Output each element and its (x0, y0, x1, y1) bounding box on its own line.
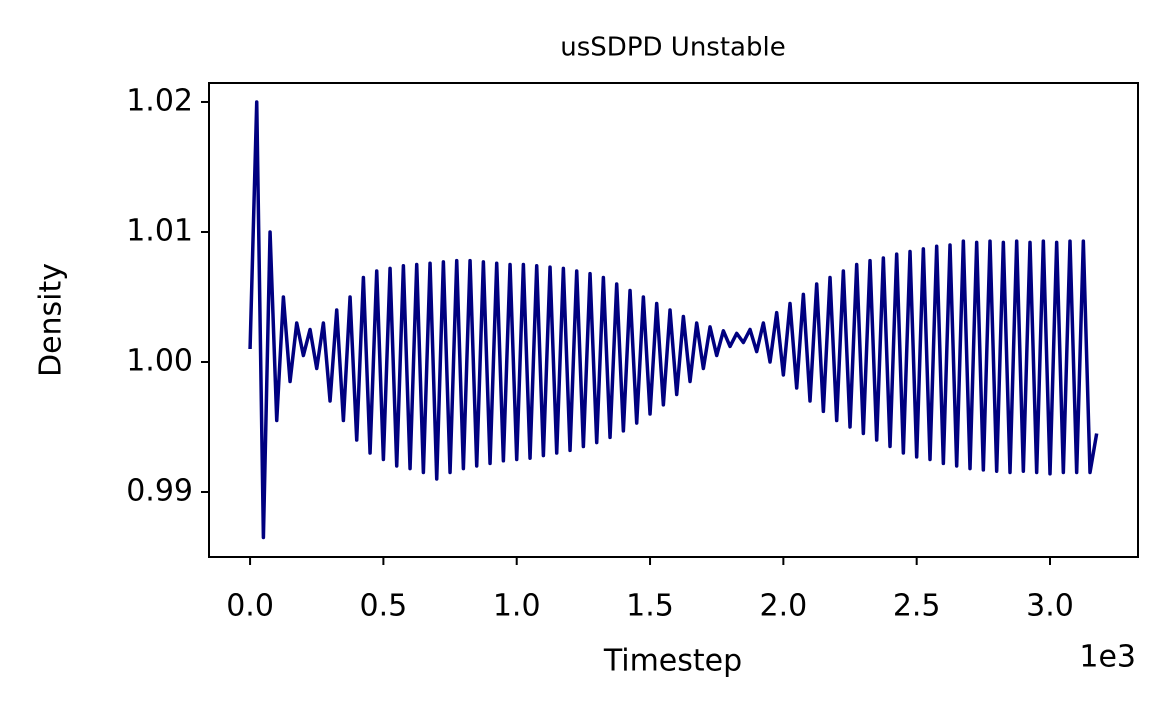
y-tick-label: 1.00 (126, 343, 193, 378)
x-tick-label: 1.0 (493, 589, 541, 624)
x-tick-label: 2.0 (759, 589, 807, 624)
x-tick-label: 3.0 (1026, 589, 1074, 624)
x-offset-label: 1e3 (1079, 640, 1136, 675)
x-axis-label: Timestep (603, 644, 742, 679)
data-line (248, 100, 1099, 540)
x-tick-label: 1.5 (626, 589, 674, 624)
y-axis-label: Density (34, 263, 69, 377)
y-tick-label: 0.99 (126, 473, 193, 508)
x-tick-label: 2.5 (893, 589, 941, 624)
chart-title: usSDPD Unstable (560, 33, 785, 63)
y-tick-label: 1.02 (126, 83, 193, 118)
x-tick-label: 0.0 (226, 589, 274, 624)
y-tick-label: 1.01 (126, 213, 193, 248)
plot-frame (208, 82, 1139, 558)
x-tick-label: 0.5 (360, 589, 408, 624)
